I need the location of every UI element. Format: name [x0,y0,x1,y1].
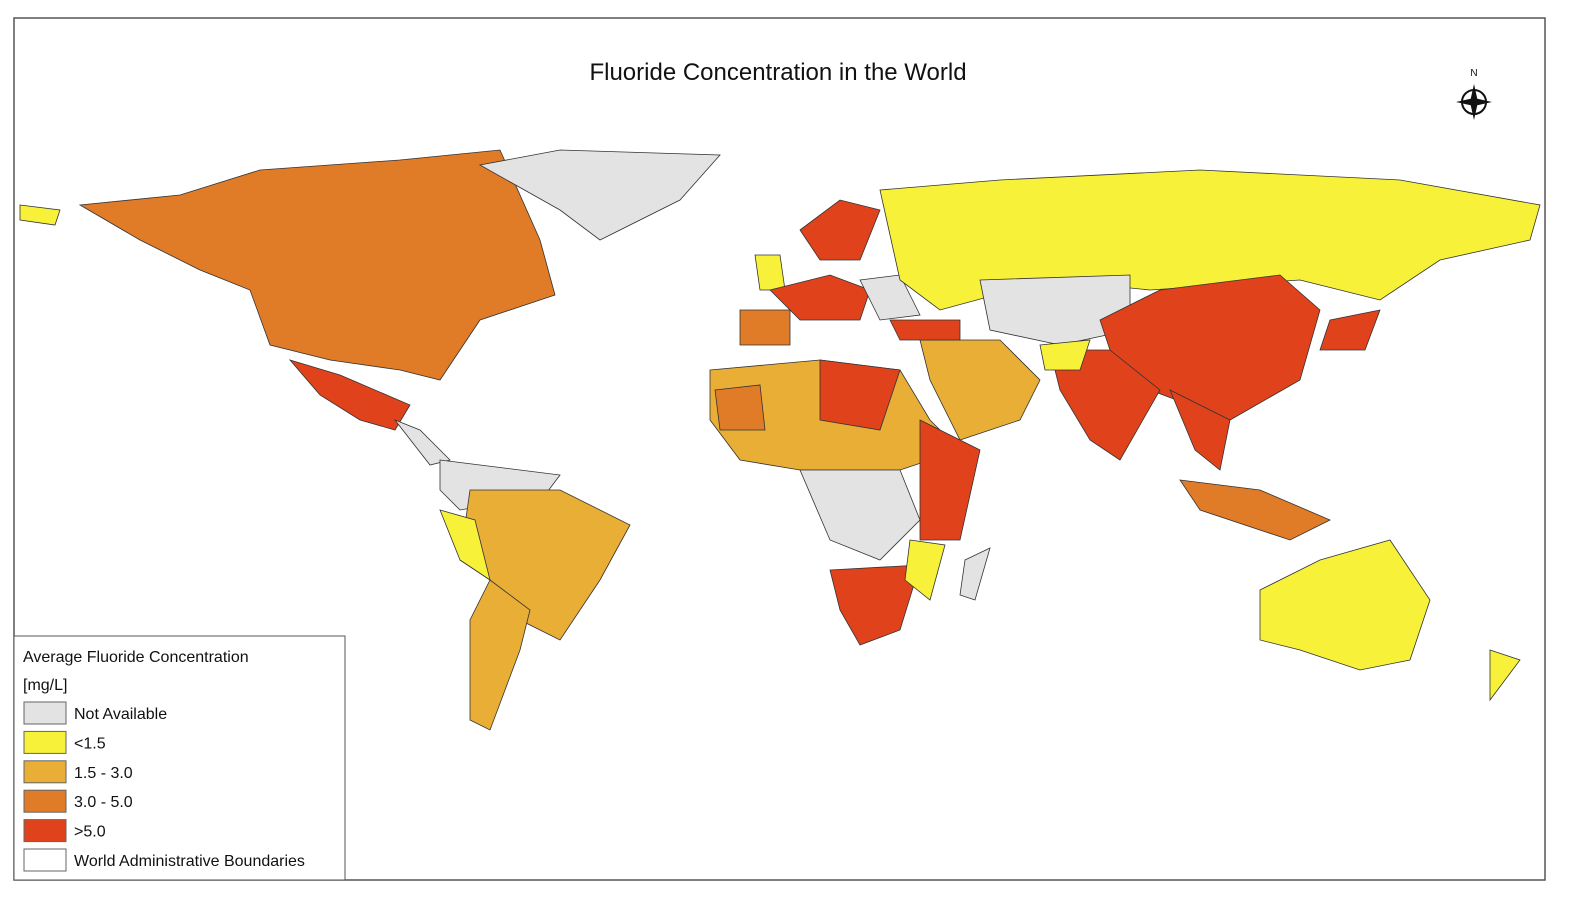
country-region [769,274,871,321]
legend-label: World Administrative Boundaries [74,853,305,870]
country-region [819,359,901,431]
north-label: N [1470,68,1477,79]
country-region [959,547,991,601]
country-region [799,469,921,561]
legend-label: >5.0 [74,824,106,841]
countries [19,149,1541,731]
country-region [1179,479,1331,541]
legend-label: <1.5 [74,735,106,752]
country-region [1489,649,1521,702]
legend-label: Not Available [74,706,167,723]
legend-swatch [23,819,67,843]
country-region [78,149,556,381]
country-region [288,359,411,431]
country-region [919,419,981,541]
legend-swatch [23,848,67,872]
country-region [469,579,531,731]
country-region [889,319,961,341]
country-region [754,254,786,291]
legend-label: 3.0 - 5.0 [74,794,133,811]
country-region [904,539,946,601]
country-region [1319,309,1381,351]
country-region [1259,539,1431,671]
country-region [879,169,1541,311]
country-region [1039,339,1091,371]
country-region [859,274,921,321]
legend-swatch [23,701,67,725]
legend-swatch [23,789,67,813]
country-region [393,419,451,466]
country-region [919,339,1041,441]
country-region [1169,389,1231,471]
legend-title: Average Fluoride Concentration [23,649,249,666]
country-region [739,309,791,346]
country-region [829,564,921,646]
compass: N [1456,68,1492,120]
legend-box [13,635,346,881]
country-region [478,149,721,241]
country-region [19,204,61,226]
legend-swatch [23,760,67,784]
legend-label: 1.5 - 3.0 [74,765,133,782]
map-title: Fluoride Concentration in the World [589,59,966,86]
legend-swatch [23,730,67,754]
legend-items: Not Available <1.5 1.5 - 3.0 3.0 - 5.0 >5.0 W… [23,701,305,872]
country-region [979,274,1131,346]
legend-unit: [mg/L] [23,677,67,694]
country-region [799,199,881,261]
legend: Average Fluoride Concentration [mg/L] No… [13,635,346,881]
country-region [714,384,766,431]
country-region [1049,349,1161,461]
